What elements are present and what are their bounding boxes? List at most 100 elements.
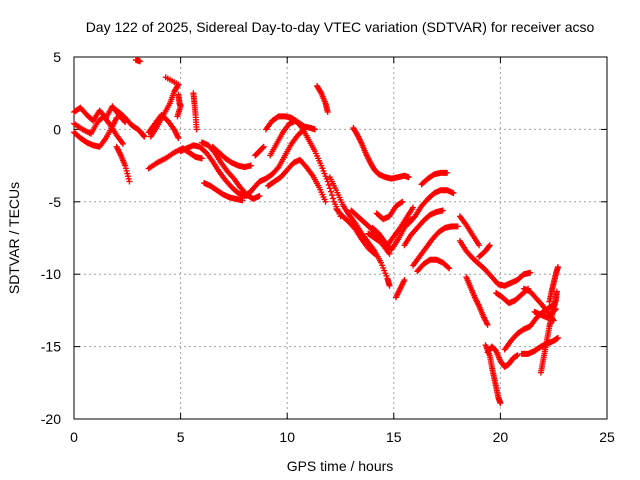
series-arc-43	[518, 334, 561, 357]
data-point	[386, 282, 393, 289]
data-point	[320, 167, 327, 174]
data-point	[125, 173, 132, 180]
x-tick-label: 10	[279, 429, 295, 445]
data-point	[398, 199, 405, 206]
y-tick-label: -20	[41, 411, 61, 427]
data-point	[379, 262, 386, 269]
data-point	[371, 250, 378, 257]
series-arc-15	[209, 143, 254, 171]
series-arc-28	[373, 198, 406, 223]
data-point	[444, 169, 451, 176]
series-arc-37	[463, 274, 491, 328]
grid-lines	[74, 57, 607, 419]
data-point	[193, 126, 200, 133]
data-point	[124, 170, 131, 177]
x-tick-label: 15	[386, 429, 402, 445]
data-point	[497, 400, 504, 407]
series-arc-40	[484, 343, 521, 370]
data-point	[445, 264, 452, 271]
data-point	[454, 223, 461, 230]
data-point	[322, 198, 329, 205]
data-point	[399, 198, 406, 205]
series-arc-14	[201, 179, 246, 204]
data-point	[319, 165, 326, 172]
y-tick-label: -10	[41, 266, 61, 282]
data-point	[322, 173, 329, 180]
data-point	[330, 195, 337, 202]
series-arc-11	[190, 90, 200, 133]
series-arc-33	[418, 169, 451, 188]
data-point	[113, 114, 120, 121]
series-arc-06	[132, 56, 144, 65]
data-point	[380, 264, 387, 271]
data-point	[405, 174, 412, 181]
data-point	[554, 334, 561, 341]
series-arc-23	[333, 206, 378, 257]
data-point	[120, 140, 127, 147]
data-point	[123, 167, 130, 174]
data-point	[386, 250, 393, 257]
data-point	[198, 155, 205, 162]
data-point	[554, 263, 561, 270]
data-point	[439, 207, 446, 214]
series-arc-18	[265, 156, 329, 205]
series-arc-17	[252, 143, 267, 159]
series-arc-39	[482, 342, 504, 407]
series-arc-10	[174, 91, 184, 120]
data-point	[324, 109, 331, 116]
series-arc-09	[145, 145, 205, 172]
chart-title: Day 122 of 2025, Sidereal Day-to-day VTE…	[86, 19, 595, 35]
data-point	[401, 276, 408, 283]
series-arc-08	[145, 111, 182, 142]
data-points	[71, 56, 561, 407]
data-point	[162, 74, 169, 81]
data-point	[318, 162, 325, 169]
series-arc-32	[405, 187, 457, 227]
data-point	[126, 178, 133, 185]
data-point	[409, 204, 416, 211]
series-arc-47	[546, 263, 561, 305]
data-point	[450, 190, 457, 197]
series-arc-27	[369, 216, 414, 253]
data-point	[174, 113, 181, 120]
series-arc-30	[401, 207, 446, 249]
series-arc-34	[414, 256, 453, 275]
data-point	[311, 126, 318, 133]
series-arc-41	[493, 285, 532, 307]
data-point	[527, 269, 534, 276]
data-point	[137, 58, 144, 65]
data-point	[325, 181, 332, 188]
y-tick-label: 5	[53, 49, 61, 65]
series-arc-05	[109, 104, 148, 140]
data-point	[125, 175, 132, 182]
series-arc-35	[456, 213, 483, 249]
series-arc-04	[113, 143, 133, 185]
data-point	[328, 192, 335, 199]
data-point	[260, 143, 267, 150]
data-point	[383, 272, 390, 279]
data-point	[326, 185, 333, 192]
series-arc-22	[326, 174, 393, 289]
data-point	[239, 197, 246, 204]
series-arc-20	[262, 113, 318, 133]
series-arc-02	[71, 114, 120, 150]
data-point	[321, 170, 328, 177]
x-tick-label: 25	[599, 429, 615, 445]
x-tick-label: 20	[493, 429, 509, 445]
data-point	[122, 162, 129, 169]
y-tick-label: -5	[49, 194, 62, 210]
data-point	[514, 352, 521, 359]
data-point	[382, 270, 389, 277]
data-point	[486, 243, 493, 250]
y-tick-label: 0	[53, 121, 61, 137]
data-point	[260, 144, 267, 151]
series-arc-16	[243, 126, 308, 200]
series-arc-29	[392, 276, 408, 301]
data-point	[446, 265, 453, 272]
data-point	[247, 162, 254, 169]
series-arc-03	[71, 113, 127, 147]
data-point	[553, 288, 560, 295]
series-arc-25	[350, 124, 412, 182]
data-point	[122, 165, 129, 172]
